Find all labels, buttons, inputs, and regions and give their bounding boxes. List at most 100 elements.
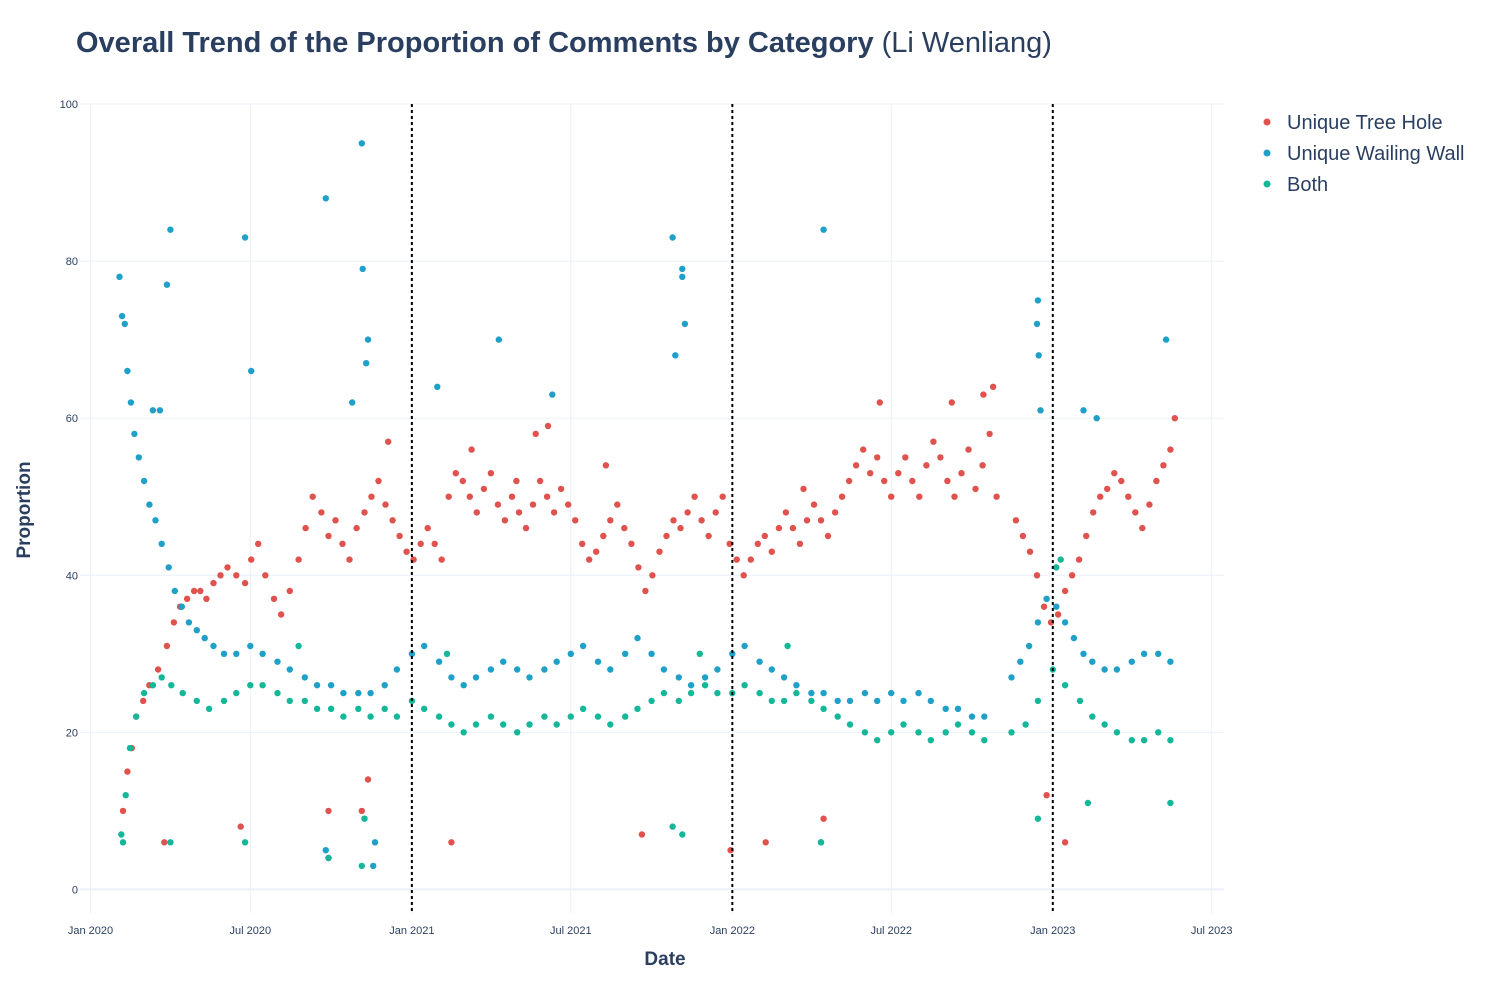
data-point	[179, 689, 186, 697]
data-point	[403, 548, 410, 555]
data-point	[888, 729, 895, 736]
data-point	[233, 689, 240, 697]
data-point	[1093, 415, 1100, 422]
data-point	[389, 517, 396, 524]
data-point	[396, 532, 403, 540]
data-point	[930, 438, 937, 445]
data-point	[1025, 642, 1033, 650]
data-point	[241, 234, 249, 241]
data-point	[301, 674, 308, 681]
data-point	[500, 658, 507, 665]
data-point	[968, 713, 976, 720]
series-both	[118, 556, 1174, 870]
data-point	[124, 768, 131, 775]
data-point	[233, 650, 240, 657]
data-point	[270, 595, 278, 602]
data-point	[274, 658, 281, 665]
data-point	[672, 352, 679, 359]
data-point	[318, 509, 325, 516]
data-point	[820, 226, 827, 233]
data-point	[381, 682, 388, 689]
data-point	[1113, 666, 1121, 673]
data-point	[979, 462, 986, 469]
data-point	[607, 666, 614, 673]
data-point	[190, 587, 198, 595]
data-point	[358, 807, 365, 815]
data-point	[687, 689, 695, 697]
data-point	[846, 697, 854, 705]
data-point	[167, 839, 174, 846]
data-point	[124, 367, 131, 375]
data-point	[677, 524, 684, 532]
x-tick-label: Jul 2022	[870, 925, 912, 937]
data-point	[460, 682, 467, 689]
data-point	[514, 729, 521, 736]
data-point	[119, 807, 127, 815]
data-point	[876, 399, 883, 406]
y-axis-ticks: 0 20 40 60 80 100	[60, 99, 78, 896]
data-point	[368, 493, 375, 500]
data-point	[1022, 721, 1029, 728]
data-point	[1101, 666, 1108, 673]
data-point	[679, 273, 686, 280]
data-point	[993, 493, 1000, 500]
data-point	[363, 360, 370, 367]
data-point	[789, 524, 797, 532]
data-point	[203, 595, 210, 602]
data-point	[942, 705, 949, 712]
data-point	[648, 697, 655, 705]
data-point	[367, 689, 374, 697]
data-point	[1084, 799, 1092, 807]
data-point	[719, 493, 726, 500]
data-point	[205, 705, 213, 712]
data-point	[514, 666, 521, 673]
data-point	[325, 854, 332, 862]
data-point	[154, 666, 162, 673]
data-point	[824, 532, 832, 540]
data-point	[393, 713, 401, 720]
data-point	[1171, 415, 1179, 422]
data-point	[1033, 320, 1041, 328]
data-point	[201, 634, 208, 642]
data-point	[468, 446, 475, 453]
data-point	[733, 556, 740, 563]
data-point	[649, 572, 656, 579]
data-point	[860, 446, 867, 453]
data-point	[233, 572, 240, 579]
data-point	[775, 524, 783, 532]
data-point	[981, 713, 988, 720]
data-point	[808, 697, 815, 705]
data-point	[1104, 485, 1111, 493]
data-point	[691, 493, 698, 500]
data-point	[322, 847, 329, 854]
data-point	[301, 697, 308, 705]
data-point	[286, 666, 293, 673]
data-point	[158, 540, 165, 547]
data-point	[161, 839, 168, 846]
data-point	[355, 705, 362, 712]
data-point	[1153, 477, 1160, 485]
data-point	[313, 705, 321, 712]
data-point	[309, 493, 316, 500]
data-point	[634, 705, 641, 712]
data-point	[1043, 595, 1050, 602]
data-point	[193, 697, 200, 705]
data-point	[460, 729, 467, 736]
data-point	[741, 682, 748, 689]
data-point	[353, 524, 360, 532]
data-point	[1026, 548, 1034, 555]
data-point	[1111, 470, 1118, 477]
data-point	[614, 501, 621, 508]
data-point	[726, 540, 733, 547]
data-point	[1070, 634, 1078, 642]
data-point	[170, 619, 178, 626]
data-point	[224, 564, 231, 571]
data-point	[1128, 737, 1136, 744]
data-point	[1090, 509, 1097, 516]
data-point	[1125, 493, 1132, 500]
data-point	[1068, 572, 1076, 579]
data-point	[529, 501, 537, 508]
data-point	[768, 666, 775, 673]
data-point	[1053, 603, 1060, 610]
